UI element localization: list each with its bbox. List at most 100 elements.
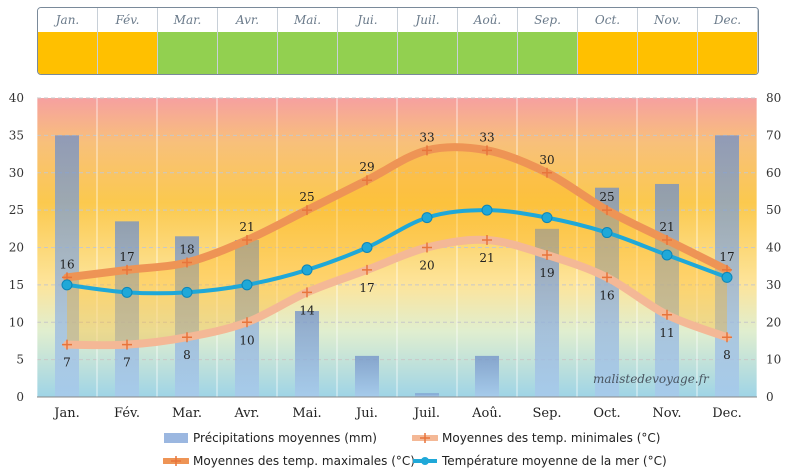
season-color-cell — [38, 32, 98, 74]
sea-temp-marker — [541, 212, 553, 224]
max-temp-marker — [602, 205, 612, 216]
right-axis-tick-label: 40 — [766, 241, 781, 255]
min-temp-marker — [362, 264, 372, 275]
season-color-cell — [98, 32, 158, 74]
max-temp-label: 33 — [419, 130, 434, 144]
x-axis-tick-label: Jui. — [354, 406, 378, 421]
max-temp-marker — [542, 167, 552, 178]
sea-temp-marker — [61, 279, 73, 291]
precipitation-bar — [655, 183, 679, 397]
watermark: malistedevoyage.fr — [593, 372, 709, 386]
sea-temp-marker — [721, 271, 733, 283]
max-temp-label: 21 — [659, 220, 674, 234]
max-temp-marker — [362, 175, 372, 186]
x-axis-tick-label: Nov. — [652, 406, 681, 421]
legend-item: Précipitations moyennes (mm) — [163, 431, 377, 445]
right-axis-tick-label: 20 — [766, 315, 781, 329]
max-temp-label: 33 — [479, 130, 494, 144]
min-temp-label: 7 — [63, 356, 71, 370]
left-axis-tick-label: 25 — [9, 203, 24, 217]
season-month-label: Aoû. — [458, 8, 518, 32]
sea-temp-marker — [301, 264, 313, 276]
min-temp-marker — [302, 287, 312, 298]
left-axis-tick-label: 10 — [9, 315, 24, 329]
max-temp-label: 25 — [299, 190, 314, 204]
left-axis-tick-label: 30 — [9, 166, 24, 180]
season-month-label: Jui. — [338, 8, 398, 32]
season-color-cell — [638, 32, 698, 74]
right-axis-tick-label: 70 — [766, 128, 781, 142]
min-temp-label: 20 — [419, 259, 434, 273]
sea-temp-marker — [601, 227, 613, 239]
max-temp-marker — [422, 145, 432, 156]
max-temp-label: 17 — [119, 250, 134, 264]
max-temp-marker — [242, 235, 252, 246]
min-temp-marker — [62, 339, 72, 350]
left-axis-tick-label: 40 — [9, 91, 24, 105]
max-temp-label: 29 — [359, 160, 374, 174]
min-temp-marker — [482, 235, 492, 246]
min-temp-marker — [122, 339, 132, 350]
season-month-label: Oct. — [578, 8, 638, 32]
max-temp-label: 21 — [239, 220, 254, 234]
season-color-cell — [278, 32, 338, 74]
legend-label: Température moyenne de la mer (°C) — [442, 454, 667, 468]
legend-label: Moyennes des temp. minimales (°C) — [442, 431, 661, 445]
season-color-cell — [578, 32, 638, 74]
min-temp-label: 11 — [659, 326, 674, 340]
x-axis-tick-label: Fév. — [114, 406, 140, 421]
min-temp-label: 17 — [359, 281, 374, 295]
precipitation-bar — [295, 311, 319, 397]
precipitation-bar — [355, 355, 379, 397]
min-temp-label: 8 — [183, 348, 191, 362]
precipitation-bar — [595, 187, 619, 397]
left-axis-tick-label: 0 — [16, 390, 24, 404]
left-axis-tick-label: 5 — [16, 353, 24, 367]
max-temp-label: 16 — [59, 257, 74, 271]
season-month-label: Avr. — [218, 8, 278, 32]
max-temp-marker — [482, 145, 492, 156]
sea-temp-marker — [661, 249, 673, 261]
max-temp-marker — [122, 264, 132, 275]
min-temp-label: 8 — [723, 348, 731, 362]
season-color-cell — [338, 32, 398, 74]
min-temp-marker — [242, 317, 252, 328]
legend-label: Moyennes des temp. maximales (°C) — [193, 454, 415, 468]
max-temp-marker — [302, 205, 312, 216]
season-color-cell — [158, 32, 218, 74]
season-month-label: Juil. — [398, 8, 458, 32]
season-color-cell — [458, 32, 518, 74]
season-month-label: Sep. — [518, 8, 578, 32]
min-temp-marker — [422, 242, 432, 253]
x-axis-tick-label: Sep. — [532, 406, 561, 421]
season-month-label: Jan. — [38, 8, 98, 32]
left-axis-tick-label: 35 — [9, 128, 24, 142]
sea-temp-marker — [121, 286, 133, 298]
season-month-label: Dec. — [698, 8, 758, 32]
temperature-band — [67, 147, 727, 346]
legend-label: Précipitations moyennes (mm) — [193, 431, 377, 445]
sea-temp-marker — [421, 212, 433, 224]
min-temp-marker — [182, 332, 192, 343]
legend-item: Moyennes des temp. minimales (°C) — [412, 431, 660, 445]
min-temp-marker — [602, 272, 612, 283]
right-axis-tick-label: 30 — [766, 278, 781, 292]
min-temp-label: 7 — [123, 356, 131, 370]
max-temp-label: 17 — [719, 250, 734, 264]
season-color-cell — [398, 32, 458, 74]
sea-temp-marker — [181, 286, 193, 298]
max-temp-label: 30 — [539, 153, 554, 167]
precipitation-bar — [475, 355, 499, 397]
x-axis-tick-label: Jan. — [52, 406, 79, 421]
season-month-label: Nov. — [638, 8, 698, 32]
precipitation-bar — [115, 221, 139, 397]
x-axis-tick-label: Mai. — [292, 406, 321, 421]
x-axis-tick-label: Aoû. — [471, 406, 502, 421]
season-color-cell — [218, 32, 278, 74]
x-axis-tick-label: Dec. — [712, 406, 742, 421]
season-strip: Jan. Fév. Mar. Avr. Mai. Jui. Juil. Aoû. Sep. Oct… — [37, 7, 759, 75]
min-temp-label: 14 — [299, 303, 315, 317]
min-temp-label: 19 — [539, 266, 554, 280]
season-color-cell — [518, 32, 578, 74]
